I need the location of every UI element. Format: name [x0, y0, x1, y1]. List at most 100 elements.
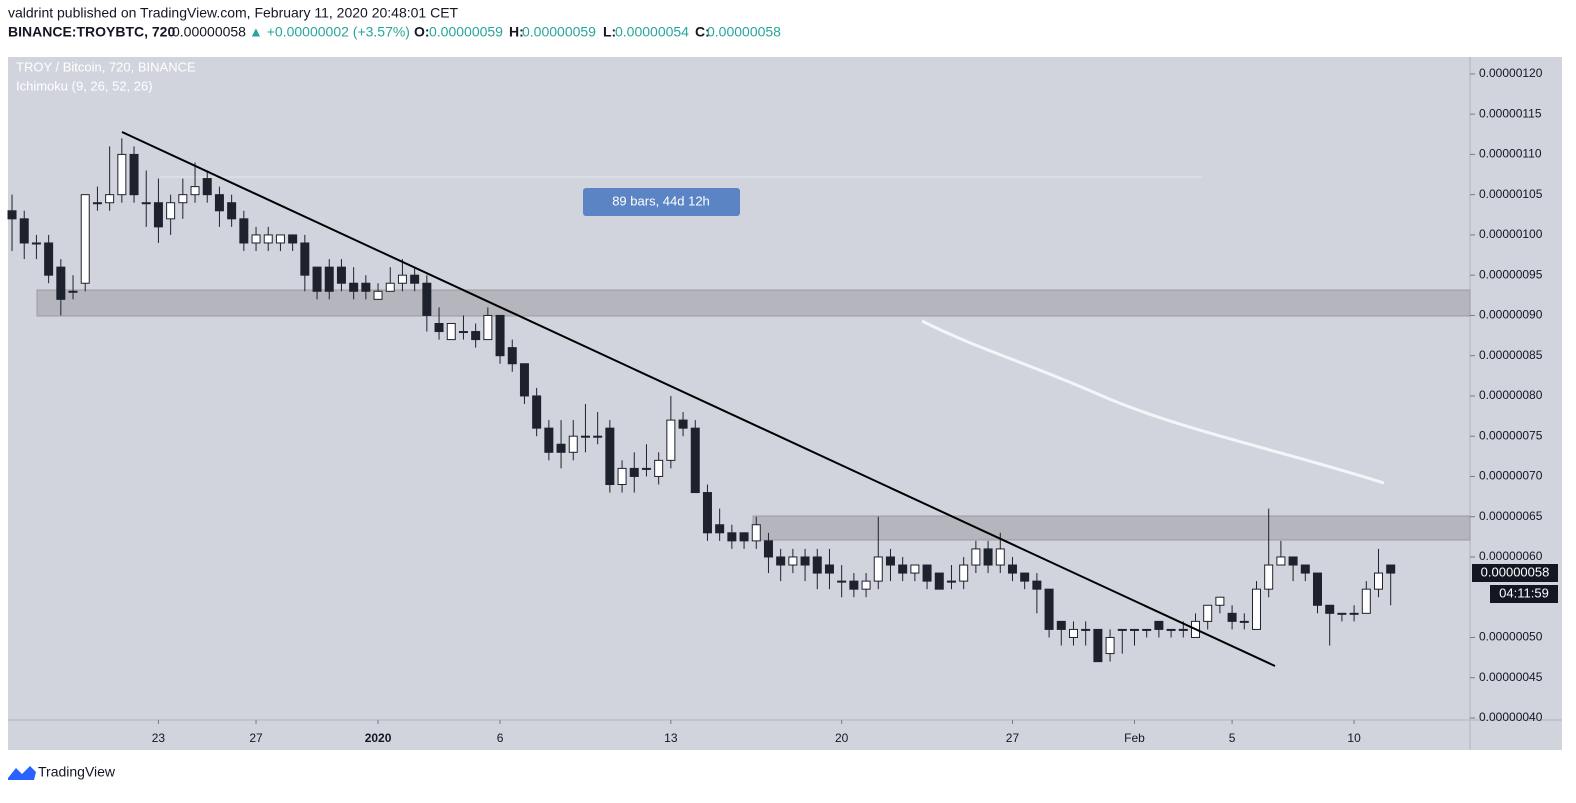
candle-body: [1337, 612, 1347, 615]
candle-body: [1020, 572, 1030, 582]
candle-body: [1142, 628, 1152, 631]
candle-body: [532, 395, 542, 429]
price-label: 0.00000058: [1481, 564, 1550, 579]
ohlc-value: 0.00000054: [615, 24, 689, 40]
candle-body: [1068, 628, 1078, 638]
candle-body: [288, 234, 298, 244]
candle-body: [80, 194, 90, 284]
countdown: 04:11:59: [1499, 585, 1549, 600]
candle-body: [776, 556, 786, 566]
resistance-zone: [752, 515, 1471, 541]
ohlc-key: C:: [695, 24, 710, 40]
candle-body: [324, 266, 334, 292]
candle-body: [251, 234, 261, 244]
candle-body: [214, 194, 224, 212]
x-tick-label: Feb: [1124, 731, 1145, 745]
candle-body: [105, 194, 115, 204]
last: 0.00000058: [172, 24, 246, 40]
candle-body: [227, 202, 237, 220]
candle-body: [458, 331, 468, 334]
candle-body: [1081, 628, 1091, 631]
candle-body: [1373, 572, 1383, 590]
candle-body: [44, 242, 54, 276]
candle-body: [336, 266, 346, 284]
candle-body: [68, 290, 78, 293]
candle-body: [910, 564, 920, 574]
x-tick-label: 2020: [365, 731, 392, 745]
candle-body: [1251, 588, 1261, 630]
countdown-box: [1490, 585, 1558, 603]
candle-body: [178, 194, 188, 204]
candle-body: [812, 556, 822, 574]
y-tick-label: 0.00000100: [1479, 227, 1543, 241]
y-tick-label: 0.00000115: [1479, 106, 1542, 120]
candle-body: [92, 202, 102, 205]
candle-body: [1264, 564, 1274, 590]
candle-body: [397, 274, 407, 284]
candle-body: [629, 467, 639, 477]
candle-body: [751, 524, 761, 542]
candle-body: [922, 564, 932, 582]
candle-body: [727, 532, 737, 542]
candle-body: [483, 314, 493, 341]
candle-body: [190, 186, 200, 196]
indicator: Ichimoku (9, 26, 52, 26): [16, 78, 153, 93]
candle-body: [361, 282, 371, 292]
candle-body: [1166, 628, 1176, 631]
candle-body: [166, 202, 176, 220]
candle-body: [19, 218, 29, 244]
x-tick-label: 20: [835, 731, 849, 745]
chart-title: TROY / Bitcoin, 720, BINANCE: [16, 59, 196, 74]
candle-body: [1300, 564, 1310, 574]
y-tick-label: 0.00000050: [1479, 630, 1543, 644]
ohlc-key: L:: [603, 24, 616, 40]
candle-body: [1154, 620, 1164, 630]
candle-body: [739, 532, 749, 542]
candle-body: [117, 153, 127, 196]
ohlc-key: H:: [509, 24, 524, 40]
candle-body: [1032, 580, 1042, 590]
ohlc-value: 0.00000059: [522, 24, 596, 40]
candle-body: [1312, 572, 1322, 606]
y-tick-label: 0.00000075: [1479, 428, 1543, 442]
brand: TradingView: [38, 764, 116, 780]
resistance-zone: [36, 289, 1471, 317]
candle-body: [678, 419, 688, 429]
candle-body: [959, 564, 969, 582]
candle-body: [153, 202, 163, 228]
candle-body: [580, 435, 590, 438]
candle-body: [141, 202, 151, 205]
candle-body: [1349, 612, 1359, 615]
candle-body: [275, 234, 285, 244]
candle-body: [349, 282, 359, 292]
candle-body: [605, 427, 615, 486]
candle-body: [1203, 604, 1213, 622]
candle-body: [885, 556, 895, 566]
candle-body: [898, 564, 908, 574]
candle-body: [422, 282, 432, 316]
chart-background: [8, 57, 1562, 750]
candle-body: [861, 580, 871, 590]
candle-body: [971, 548, 981, 566]
y-tick-label: 0.00000110: [1479, 147, 1542, 161]
ohlc-key: O:: [414, 24, 430, 40]
candle-body: [946, 580, 956, 583]
byline: valdrint published on TradingView.com, F…: [8, 5, 459, 21]
candle-body: [1117, 628, 1127, 631]
candle-body: [1325, 604, 1335, 614]
candle-body: [1276, 556, 1286, 566]
y-tick-label: 0.00000090: [1479, 308, 1543, 322]
candle-body: [800, 556, 810, 566]
ohlc-value: 0.00000058: [707, 24, 781, 40]
candle-body: [1093, 628, 1103, 663]
candle-body: [495, 314, 505, 357]
candle-body: [983, 548, 993, 566]
candle-body: [556, 443, 566, 453]
candle-body: [1044, 588, 1054, 630]
candle-body: [519, 363, 529, 397]
candle-body: [1007, 564, 1017, 574]
candle-body: [1227, 612, 1237, 622]
annotation-box: [583, 188, 740, 216]
